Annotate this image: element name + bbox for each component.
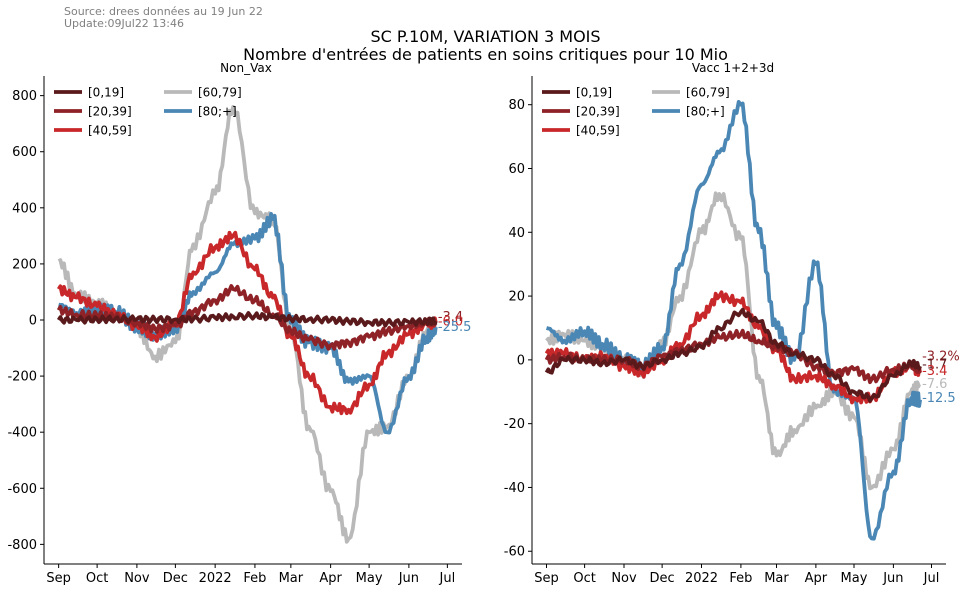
x-tick-label: Jul	[923, 571, 940, 586]
x-tick-label: Nov	[124, 571, 150, 586]
x-tick-label: Mar	[764, 571, 789, 586]
legend-label: [20,39]	[88, 105, 132, 119]
end-value-label: -1.7	[922, 358, 947, 373]
update-line: Update:09Jul22 13:46	[64, 17, 185, 30]
legend: [0,19] [20,39] [40,59] [60,79] [80;+]	[542, 86, 730, 138]
figure-title: SC P.10M, VARIATION 3 MOIS Nombre d'entr…	[0, 28, 971, 64]
y-tick-label: 800	[12, 89, 37, 104]
y-tick-label: 20	[508, 290, 525, 305]
end-value-label: -3.2%	[922, 350, 960, 365]
y-tick-label: -40	[504, 481, 525, 496]
x-tick-label: Dec	[163, 571, 188, 586]
x-tick-label: Apr	[805, 571, 828, 586]
chart-panel-1: Vacc 1+2+3d 80 60 40 20 0 -20 -40 -60 Sep Oct Nov De…	[504, 61, 960, 586]
panel-title: Vacc 1+2+3d	[692, 61, 774, 75]
series-line-0	[56, 311, 438, 328]
y-tick-label: -20	[504, 417, 525, 432]
series-line-3	[545, 191, 922, 491]
y-tick-label: 0	[517, 353, 525, 368]
x-tick-label: Dec	[650, 571, 675, 586]
panel-title: Non_Vax	[220, 61, 272, 75]
y-tick-label: 0	[29, 314, 37, 329]
end-value-label: -6.0	[438, 315, 463, 330]
end-value-label: -3.4	[922, 364, 947, 379]
legend-label: [20,39]	[576, 105, 620, 119]
x-tick-label: Sep	[46, 571, 71, 586]
x-tick-label: Nov	[611, 571, 637, 586]
y-tick-label: -60	[504, 545, 525, 560]
y-tick-label: -400	[7, 426, 37, 441]
legend: [0,19] [20,39] [40,59] [60,79] [80;+]	[54, 86, 242, 138]
end-value-label: -7.6	[922, 377, 947, 392]
y-tick-label: 200	[12, 257, 37, 272]
x-tick-label: May	[356, 571, 383, 586]
x-tick-label: Oct	[86, 571, 108, 586]
x-tick-label: Mar	[279, 571, 304, 586]
x-tick-label: 2022	[685, 571, 718, 586]
y-tick-label: 600	[12, 145, 37, 160]
y-tick-label: -800	[7, 538, 37, 553]
x-tick-label: Oct	[573, 571, 595, 586]
legend-label: [40,59]	[88, 124, 132, 138]
legend-label: [60,79]	[686, 86, 730, 100]
legend-label: [80;+]	[198, 105, 237, 119]
source-line: Source: drees données au 19 Jun 22	[64, 5, 263, 18]
x-tick-label: Apr	[319, 571, 342, 586]
y-tick-label: -200	[7, 370, 37, 385]
legend-label: [40,59]	[576, 124, 620, 138]
x-tick-label: Feb	[243, 571, 266, 586]
series-line-4	[545, 100, 922, 541]
y-tick-label: 400	[12, 201, 37, 216]
x-tick-label: Jun	[398, 571, 419, 586]
x-tick-label: 2022	[199, 571, 232, 586]
series-line-1	[544, 328, 922, 385]
title-line-1: SC P.10M, VARIATION 3 MOIS	[370, 27, 601, 46]
series-line-0	[544, 307, 922, 403]
y-tick-label: 80	[508, 98, 525, 113]
x-tick-label: May	[841, 571, 868, 586]
y-tick-label: 60	[508, 162, 525, 177]
x-tick-label: Feb	[729, 571, 752, 586]
title-line-2: Nombre d'entrées de patients en soins cr…	[243, 45, 728, 64]
source-note: Source: drees données au 19 Jun 22 Updat…	[64, 6, 263, 30]
end-value-label: -25.5	[438, 320, 472, 335]
legend-label: [80;+]	[686, 105, 725, 119]
legend-label: [60,79]	[198, 86, 242, 100]
chart-panel-0: Non_Vax 800 600 400 200 0 -200 -400 -600 -800 Sep O…	[7, 61, 471, 586]
legend-label: [0,19]	[576, 86, 612, 100]
y-tick-label: 40	[508, 226, 525, 241]
x-tick-label: Jun	[882, 571, 903, 586]
x-tick-label: Jul	[439, 571, 456, 586]
legend-label: [0,19]	[88, 86, 124, 100]
end-value-label: -3.4	[438, 310, 463, 325]
end-value-label: -12.5	[922, 391, 956, 406]
y-tick-label: -600	[7, 482, 37, 497]
x-tick-label: Sep	[534, 571, 559, 586]
